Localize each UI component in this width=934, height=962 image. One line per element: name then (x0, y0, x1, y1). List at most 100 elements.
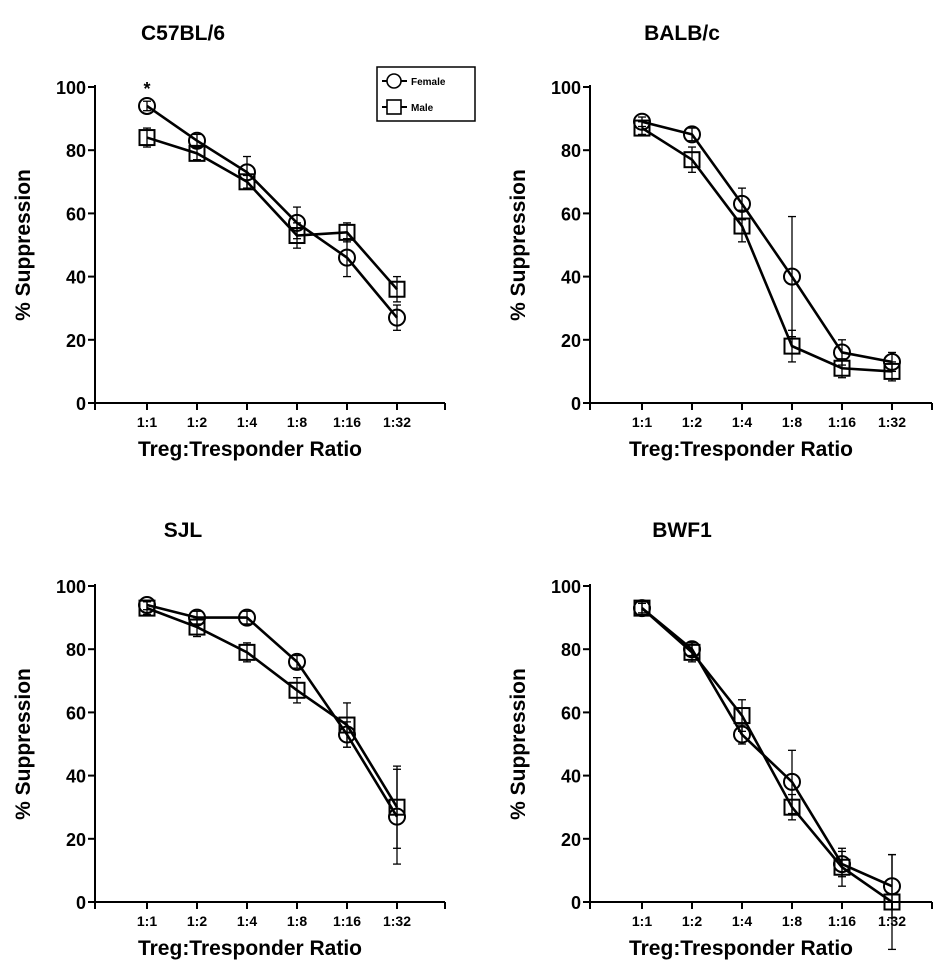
x-axis-label: Treg:Tresponder Ratio (138, 937, 362, 960)
y-tick-label: 40 (561, 268, 581, 288)
y-tick-label: 20 (561, 331, 581, 351)
x-tick-label: 1:1 (632, 913, 652, 929)
y-tick-label: 0 (76, 394, 86, 414)
data-point-male (388, 280, 406, 298)
y-tick-label: 100 (551, 78, 581, 98)
data-point-male (288, 227, 306, 245)
data-point-male (783, 798, 801, 816)
y-tick-label: 80 (66, 141, 86, 161)
data-point-male (238, 173, 256, 191)
x-tick-label: 1:1 (137, 414, 157, 430)
x-tick-label: 1:8 (782, 913, 802, 929)
x-tick-label: 1:4 (237, 414, 257, 430)
x-tick-label: 1:32 (878, 414, 906, 430)
x-tick-label: 1:16 (828, 913, 856, 929)
x-tick-label: 1:2 (682, 913, 702, 929)
x-tick-label: 1:4 (732, 414, 752, 430)
x-tick-label: 1:4 (732, 913, 752, 929)
y-tick-label: 0 (76, 893, 86, 913)
data-point-male (138, 599, 156, 617)
series-line-male (641, 126, 893, 373)
y-tick-label: 80 (66, 640, 86, 660)
data-point-male (388, 798, 406, 816)
series-line-male (641, 607, 893, 904)
series-male (633, 599, 901, 951)
series-female (138, 96, 406, 331)
x-axis-label: Treg:Tresponder Ratio (629, 937, 853, 960)
data-point-male (238, 643, 256, 661)
data-point-male (683, 151, 701, 169)
data-point-male (188, 618, 206, 636)
panel-title: BALB/c (644, 22, 720, 45)
data-point-female (238, 608, 256, 627)
data-point-male (883, 362, 901, 380)
panel-sjl: SJL 0 20 40 60 80 100 1:1 1:2 1:4 1:8 1:16 1:32 Treg:… (12, 519, 446, 960)
significance-marker: * (143, 79, 150, 99)
x-axis-label: Treg:Tresponder Ratio (138, 438, 362, 461)
data-point-female (138, 96, 156, 115)
legend-label-female: Female (411, 77, 446, 88)
series-male (138, 599, 406, 849)
x-tick-label: 1:32 (383, 414, 411, 430)
data-point-male (733, 707, 751, 725)
y-tick-label: 40 (561, 767, 581, 787)
series-line-female (146, 104, 398, 319)
series-line-female (641, 607, 893, 888)
x-tick-label: 1:32 (383, 913, 411, 929)
x-tick-label: 1:16 (333, 913, 361, 929)
series-line-female (641, 120, 893, 364)
panel-title: SJL (164, 519, 203, 542)
y-tick-label: 40 (66, 767, 86, 787)
data-point-male (288, 681, 306, 699)
series-male (633, 119, 901, 382)
data-point-male (783, 337, 801, 355)
data-point-male (188, 144, 206, 162)
y-axis-label: % Suppression (507, 169, 530, 321)
x-tick-label: 1:8 (287, 913, 307, 929)
data-point-male (138, 129, 156, 147)
x-tick-label: 1:4 (237, 913, 257, 929)
series-female (633, 112, 901, 373)
y-tick-label: 60 (66, 204, 86, 224)
data-point-female (288, 652, 306, 671)
y-axis-label: % Suppression (507, 668, 530, 820)
y-tick-label: 60 (66, 703, 86, 723)
data-point-female (783, 772, 801, 791)
data-point-female (388, 308, 406, 327)
y-tick-label: 100 (551, 577, 581, 597)
y-tick-label: 80 (561, 141, 581, 161)
series-line-female (146, 603, 399, 818)
data-point-male (338, 223, 356, 241)
data-point-male (633, 599, 651, 617)
data-point-male (833, 858, 851, 876)
data-point-male (883, 893, 901, 911)
x-tick-label: 1:8 (782, 414, 802, 430)
legend-marker-female (386, 73, 402, 89)
panel-title: BWF1 (652, 519, 712, 542)
y-axis-label: % Suppression (12, 169, 35, 321)
x-tick-label: 1:1 (137, 913, 157, 929)
data-point-female (783, 267, 801, 286)
series-female (138, 595, 406, 865)
x-tick-label: 1:8 (287, 414, 307, 430)
y-axis-label: % Suppression (12, 668, 35, 820)
x-tick-label: 1:16 (333, 414, 361, 430)
series-male (138, 127, 406, 303)
panel-title: C57BL/6 (141, 22, 225, 45)
data-point-male (833, 359, 851, 377)
data-point-male (633, 119, 651, 137)
legend-label-male: Male (411, 103, 434, 114)
x-tick-label: 1:1 (632, 414, 652, 430)
data-point-male (733, 217, 751, 235)
y-tick-label: 100 (56, 78, 86, 98)
y-tick-label: 0 (571, 893, 581, 913)
panel-c57bl-6: C57BL/6 0 20 40 60 80 100 1:1 1:2 1:4 1:8 1:16 1:32 T… (12, 22, 476, 461)
data-point-male (683, 643, 701, 661)
series-line-male (146, 136, 398, 291)
panel-balb-c: BALB/c 0 20 40 60 80 100 1:1 1:2 1:4 1:8 1:16 1:32 Tr… (507, 22, 933, 461)
y-tick-label: 20 (66, 830, 86, 850)
data-point-female (683, 125, 701, 144)
y-tick-label: 20 (66, 331, 86, 351)
